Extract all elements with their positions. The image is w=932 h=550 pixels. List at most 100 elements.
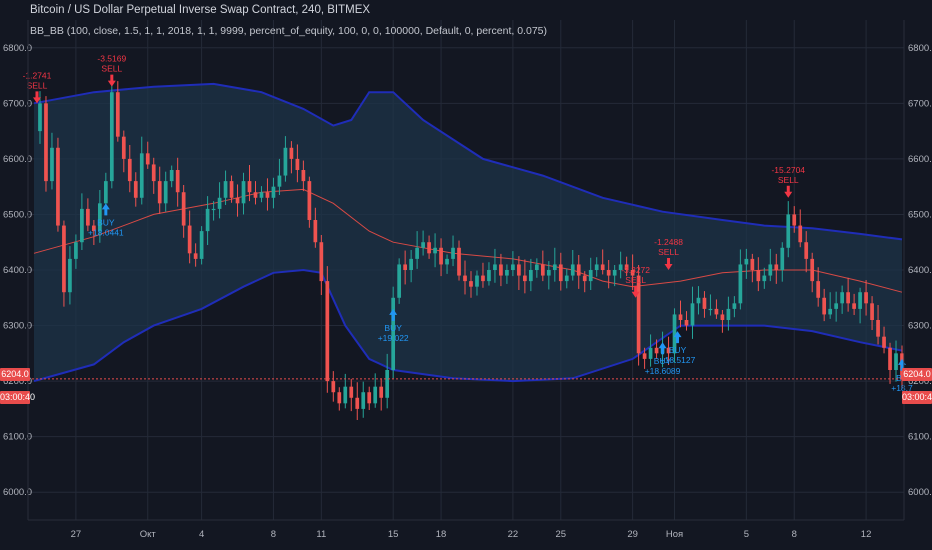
band-fill (34, 83, 902, 382)
countdown-tag-right: 03:00:40 (902, 391, 932, 404)
candle-body (756, 270, 761, 282)
y-tick-label-right: 6200.0 (908, 376, 932, 387)
candle-body (115, 92, 120, 137)
last-price-tag-right: 6204.0 (902, 368, 932, 381)
candle-body (211, 208, 216, 211)
buy-arrow-icon (389, 308, 398, 321)
y-tick-label-right: 6300.0 (908, 321, 932, 332)
candle-body (403, 264, 408, 270)
candle-body (80, 208, 84, 243)
chart-title: Bitcoin / US Dollar Perpetual Inverse Sw… (30, 4, 371, 16)
candle-body (840, 292, 844, 304)
candle-body (337, 392, 342, 404)
candle-body (445, 258, 449, 265)
candle-body (774, 264, 779, 270)
candle-body (870, 303, 874, 320)
x-tick-label: 15 (388, 529, 399, 540)
candle-body (379, 386, 384, 398)
candle-body (133, 181, 138, 198)
candle-body (846, 292, 850, 304)
candle-body (313, 220, 318, 243)
candle-body (121, 136, 126, 159)
candle-body (475, 275, 479, 287)
candle-body (457, 247, 461, 276)
candle-body (804, 242, 809, 259)
candle-body (864, 292, 868, 304)
candle-body (702, 297, 707, 309)
candle-body (642, 353, 647, 359)
buy-arrow-icon (658, 342, 667, 355)
x-tick-label: 25 (555, 529, 566, 540)
candle-body (552, 264, 557, 270)
sell-arrow-icon (107, 74, 116, 87)
x-tick-label: 29 (627, 529, 638, 540)
candle-body (205, 208, 210, 232)
sell-arrow-icon (664, 258, 673, 270)
candle-body (672, 314, 677, 354)
x-tick-label: 18 (436, 529, 447, 540)
candle-body (229, 181, 234, 198)
sell-signal-label: SELL (625, 275, 646, 285)
y-tick-label-right: 6800.0 (908, 43, 932, 54)
y-tick-label-left: 6000.0 (3, 487, 32, 498)
candle-body (92, 225, 96, 232)
candle-body (762, 275, 767, 282)
candle-body (409, 258, 413, 270)
y-tick-label-right: 6400.0 (908, 265, 932, 276)
candle-body (858, 292, 862, 309)
candle-body (582, 275, 587, 282)
sell-signal-value: -3.3272 (621, 265, 650, 275)
candle-body (684, 320, 689, 326)
buy-signal-value: +18.6089 (645, 366, 681, 376)
candle-body (678, 314, 683, 320)
candle-body (44, 103, 48, 182)
y-tick-label-right: 6600.0 (908, 154, 932, 165)
sell-signal-label: SELL (101, 64, 122, 74)
candle-body (594, 264, 599, 270)
y-tick-label-right: 6700.0 (908, 98, 932, 109)
candle-body (241, 181, 246, 204)
candle-body (624, 264, 629, 270)
y-tick-label-left: 6400.0 (3, 265, 32, 276)
sell-arrow-icon (32, 91, 41, 104)
candle-body (295, 158, 300, 170)
candle-body (876, 320, 880, 337)
candle-body (235, 197, 240, 204)
buy-signal-label: BUY (654, 356, 672, 366)
y-tick-label-left: 6600.0 (3, 154, 32, 165)
candle-body (570, 264, 575, 276)
y-tick-label-left: 6800.0 (3, 43, 32, 54)
candle-body (534, 264, 539, 270)
candle-body (523, 275, 527, 282)
candle-body (283, 147, 288, 176)
buy-signal-label: BUY (669, 345, 687, 355)
bollinger-bands (33, 82, 903, 383)
upper-band-line (33, 82, 903, 241)
candle-body (38, 103, 42, 132)
candles (38, 76, 904, 420)
sell-signal-value: -1.2488 (654, 237, 683, 247)
candle-body (612, 270, 617, 276)
candle-body (499, 264, 503, 276)
candle-body (247, 181, 252, 193)
candle-body (588, 270, 593, 282)
x-tick-label: 8 (271, 529, 276, 540)
candle-body (888, 347, 892, 370)
candle-body (720, 314, 725, 320)
x-tick-label: 12 (861, 529, 872, 540)
candle-body (325, 281, 330, 382)
sell-signal-value: -3.5169 (97, 54, 126, 64)
candle-body (331, 381, 336, 393)
candle-body (798, 225, 803, 243)
buy-arrow-icon (101, 203, 110, 216)
candle-body (618, 264, 623, 270)
candle-body (540, 264, 545, 276)
y-tick-label-right: 6000.0 (908, 487, 932, 498)
candle-body (750, 258, 755, 270)
buy-signal-label: BUY (97, 217, 115, 227)
candle-body (62, 225, 66, 293)
candle-body (223, 181, 228, 198)
buy-signal-value: +18.7 (891, 383, 913, 393)
y-tick-label-left: 6500.0 (3, 209, 32, 220)
